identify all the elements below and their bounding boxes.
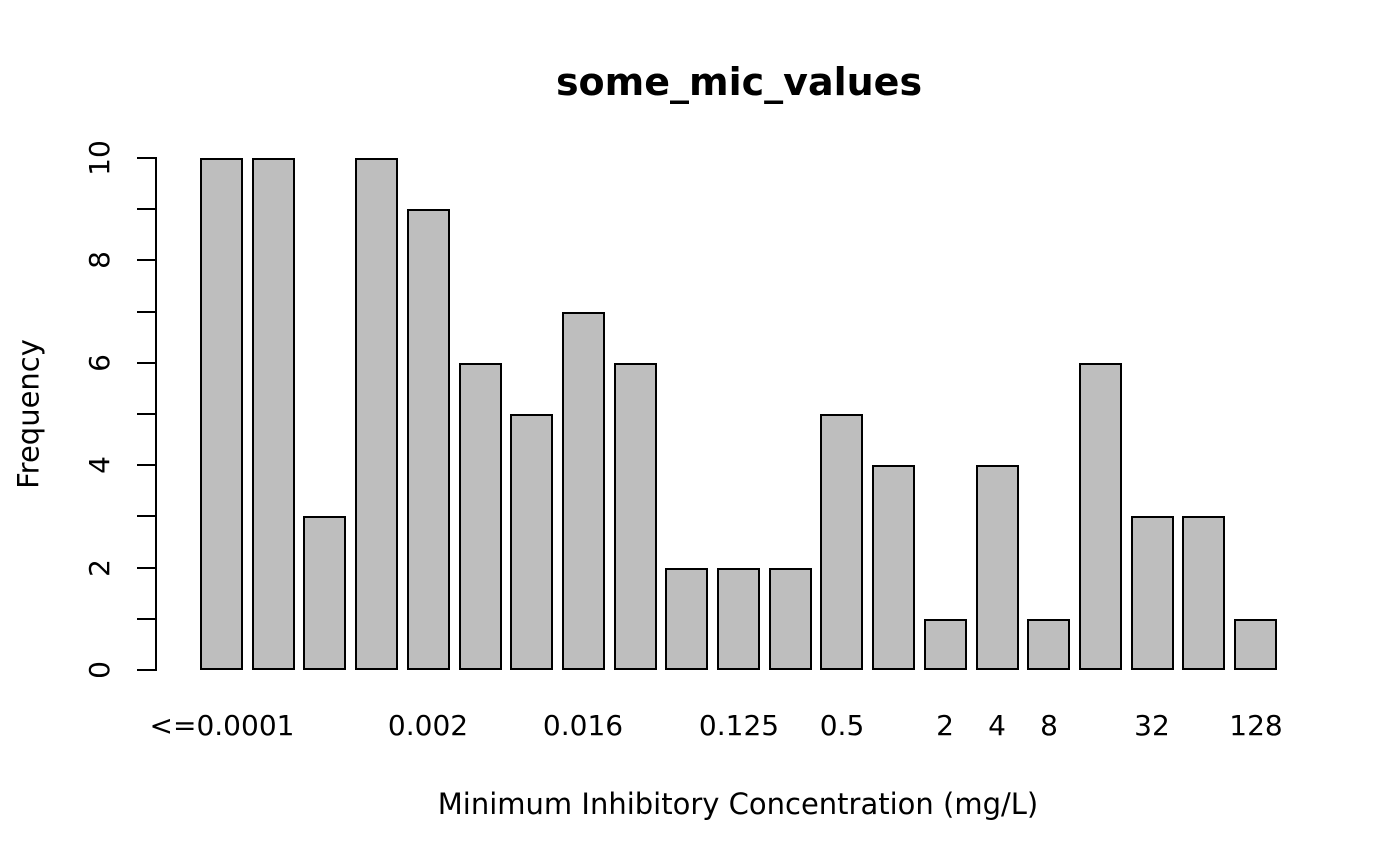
y-axis-tick — [137, 464, 157, 466]
histogram-bar — [459, 363, 502, 670]
y-axis-tick — [137, 618, 157, 620]
x-tick-label: 128 — [1229, 709, 1283, 742]
histogram-bar — [820, 414, 863, 670]
chart-title: some_mic_values — [555, 60, 923, 104]
y-axis-tick — [137, 157, 157, 159]
histogram-bar — [665, 568, 708, 670]
histogram-bar — [200, 158, 243, 670]
y-axis-tick — [137, 567, 157, 569]
histogram-bar — [407, 209, 450, 670]
histogram-bar — [1182, 516, 1225, 670]
histogram-bar — [924, 619, 967, 670]
x-tick-label: 32 — [1134, 709, 1170, 742]
histogram-bar — [1079, 363, 1122, 670]
y-axis-tick — [137, 362, 157, 364]
histogram-bar — [303, 516, 346, 670]
x-tick-label: 2 — [936, 709, 954, 742]
histogram-bar — [769, 568, 812, 670]
y-tick-label: 6 — [83, 354, 116, 372]
y-tick-label: 8 — [83, 251, 116, 269]
x-tick-label: 0.002 — [387, 709, 469, 742]
histogram-bar — [1234, 619, 1277, 670]
y-axis-tick — [137, 259, 157, 261]
histogram-bar — [1131, 516, 1174, 670]
y-axis-tick — [137, 515, 157, 517]
x-tick-label: 0.125 — [698, 709, 780, 742]
y-tick-label: 4 — [83, 456, 116, 474]
x-tick-label: 0.5 — [819, 709, 865, 742]
histogram-bar — [976, 465, 1019, 670]
histogram-bar — [252, 158, 295, 670]
y-axis-tick — [137, 311, 157, 313]
y-axis-tick — [137, 669, 157, 671]
y-axis-title: Frequency — [11, 339, 46, 489]
y-tick-label: 10 — [83, 140, 116, 176]
y-axis-tick — [137, 413, 157, 415]
x-tick-label: 4 — [988, 709, 1006, 742]
y-axis-tick — [137, 208, 157, 210]
x-axis-title: Minimum Inhibitory Concentration (mg/L) — [437, 787, 1039, 821]
y-tick-label: 0 — [83, 661, 116, 679]
x-tick-label: <=0.0001 — [149, 709, 295, 742]
histogram-bar — [562, 312, 605, 670]
x-tick-label: 0.016 — [542, 709, 624, 742]
x-tick-label: 8 — [1040, 709, 1058, 742]
histogram-bar — [614, 363, 657, 670]
histogram-bar — [355, 158, 398, 670]
histogram-bar — [510, 414, 553, 670]
histogram-bar — [1027, 619, 1070, 670]
histogram-bar — [872, 465, 915, 670]
y-tick-label: 2 — [83, 559, 116, 577]
histogram-bar — [717, 568, 760, 670]
